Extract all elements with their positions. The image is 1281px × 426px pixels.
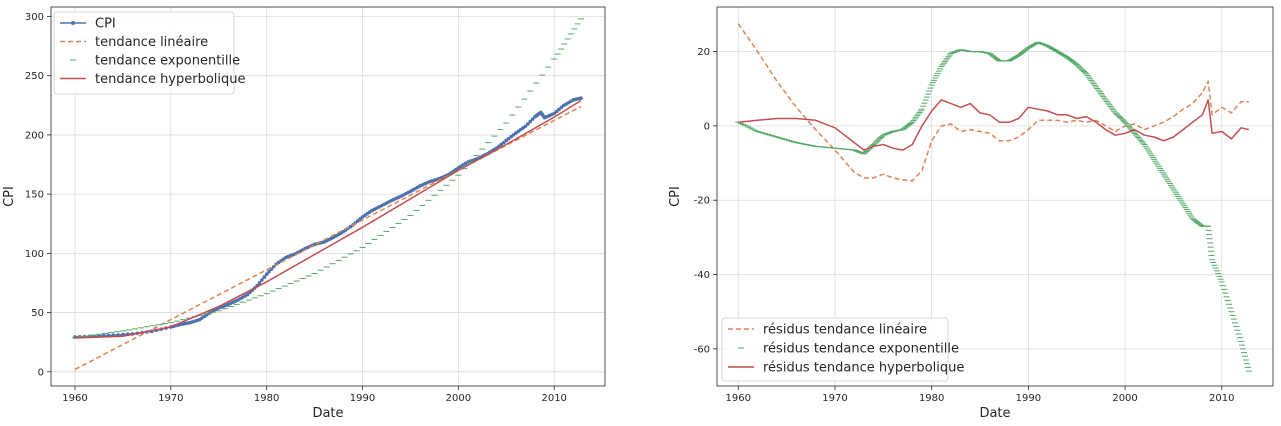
y-tick-label: -20 (694, 196, 710, 207)
series-point (523, 124, 528, 129)
x-axis-label: Date (979, 406, 1010, 421)
series-4 (74, 99, 582, 339)
series-point (267, 269, 271, 274)
series-point (358, 217, 362, 221)
series-1 (737, 23, 1249, 182)
series-2 (735, 41, 1252, 372)
y-tick-label: 100 (25, 249, 44, 260)
series-3 (738, 99, 1249, 151)
legend-label: tendance hyperbolique (95, 72, 246, 87)
x-tick-label: 1980 (919, 393, 944, 404)
legend-label: résidus tendance exponentille (763, 342, 959, 357)
series-point (257, 281, 262, 285)
legend-label: tendance linéaire (95, 35, 208, 50)
series-line (738, 99, 1249, 151)
y-tick-label: 20 (697, 47, 710, 58)
y-tick-label: 150 (25, 190, 44, 201)
chart-left: 1960 1970 1980 1990 2000 2010 0 50 100 150 200 250 3… (2, 6, 606, 421)
y-tick-label: 0 (38, 367, 44, 378)
y-axis-label: CPI (2, 186, 17, 207)
series-point (355, 219, 360, 223)
series-point (557, 107, 561, 112)
y-tick-label: -40 (694, 270, 710, 281)
legend-box (53, 11, 235, 95)
series-point (528, 119, 533, 124)
legend: résidus tendance linéaire résidus tendanc… (721, 317, 964, 382)
series-1 (73, 96, 583, 339)
legend-label: CPI (95, 17, 116, 32)
y-tick-label: 300 (25, 12, 44, 23)
y-tick-label: 200 (25, 130, 44, 141)
x-tick-label: 2000 (446, 393, 471, 404)
series-point (554, 109, 559, 114)
x-tick-label: 2010 (541, 393, 566, 404)
series-3 (71, 18, 585, 339)
series-point (552, 111, 557, 116)
series-point (530, 117, 535, 121)
x-tick-label: 1990 (1016, 393, 1041, 404)
legend-box (721, 317, 949, 382)
legend: CPI tendance linéaire tendance exponentill… (53, 11, 246, 95)
y-tick-label: 250 (25, 71, 44, 82)
x-tick-label: 1960 (726, 393, 751, 404)
x-tick-label: 2000 (1112, 393, 1137, 404)
x-tick-label: 1970 (158, 393, 183, 404)
legend-label: résidus tendance hyperbolique (763, 361, 964, 376)
y-tick-label: -60 (694, 344, 710, 355)
x-tick-label: 1960 (62, 393, 87, 404)
series-point (526, 122, 530, 126)
series-point (559, 105, 564, 110)
x-axis-label: Date (312, 406, 343, 421)
axes-frame (50, 6, 606, 387)
y-axis-label: CPI (668, 186, 683, 207)
legend-marker-dot (71, 21, 75, 25)
legend-label: tendance exponentille (95, 54, 240, 69)
series-point (579, 96, 583, 100)
x-tick-label: 1980 (254, 393, 279, 404)
series-point (260, 278, 264, 282)
legend-label: résidus tendance linéaire (763, 323, 927, 338)
series-point (245, 292, 250, 297)
series-line (737, 23, 1249, 182)
series-line (74, 97, 582, 338)
y-tick-label: 50 (31, 308, 44, 319)
series-line (74, 99, 582, 339)
y-tick-label: 0 (704, 121, 710, 132)
chart-right: 1960 1970 1980 1990 2000 2010 20 0 -20 -40 -60 Date… (668, 6, 1274, 421)
axes-frame (716, 6, 1274, 387)
x-tick-label: 1970 (822, 393, 847, 404)
series-point (264, 272, 269, 276)
x-tick-label: 2010 (1209, 393, 1234, 404)
series-point (262, 275, 267, 279)
x-tick-label: 1990 (350, 393, 375, 404)
